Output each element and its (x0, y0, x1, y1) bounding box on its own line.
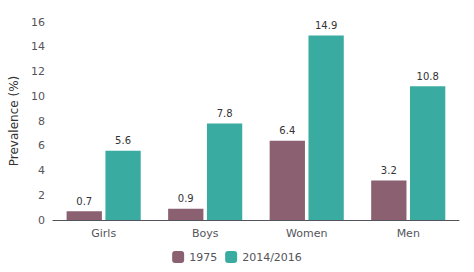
svg-text:0.9: 0.9 (178, 193, 194, 204)
svg-text:Girls: Girls (91, 227, 116, 240)
svg-text:6.4: 6.4 (279, 125, 295, 136)
svg-text:14: 14 (31, 40, 45, 53)
svg-text:Men: Men (397, 227, 420, 240)
svg-text:2: 2 (38, 189, 45, 202)
svg-text:3.2: 3.2 (381, 165, 397, 176)
svg-text:Prevalence (%): Prevalence (%) (7, 76, 21, 166)
svg-text:14.9: 14.9 (315, 20, 337, 31)
svg-text:Boys: Boys (192, 227, 219, 240)
svg-text:Women: Women (286, 227, 327, 240)
svg-text:10: 10 (31, 90, 45, 103)
svg-text:7.8: 7.8 (217, 108, 233, 119)
svg-text:1975: 1975 (189, 251, 217, 264)
svg-text:0: 0 (38, 214, 45, 227)
svg-text:5.6: 5.6 (115, 135, 131, 146)
svg-text:12: 12 (31, 65, 45, 78)
svg-text:0.7: 0.7 (76, 196, 92, 207)
svg-text:16: 16 (31, 16, 45, 29)
svg-text:8: 8 (38, 115, 45, 128)
svg-text:4: 4 (38, 164, 45, 177)
svg-text:2014/2016: 2014/2016 (242, 251, 302, 264)
svg-text:6: 6 (38, 139, 45, 152)
svg-text:10.8: 10.8 (417, 71, 439, 82)
